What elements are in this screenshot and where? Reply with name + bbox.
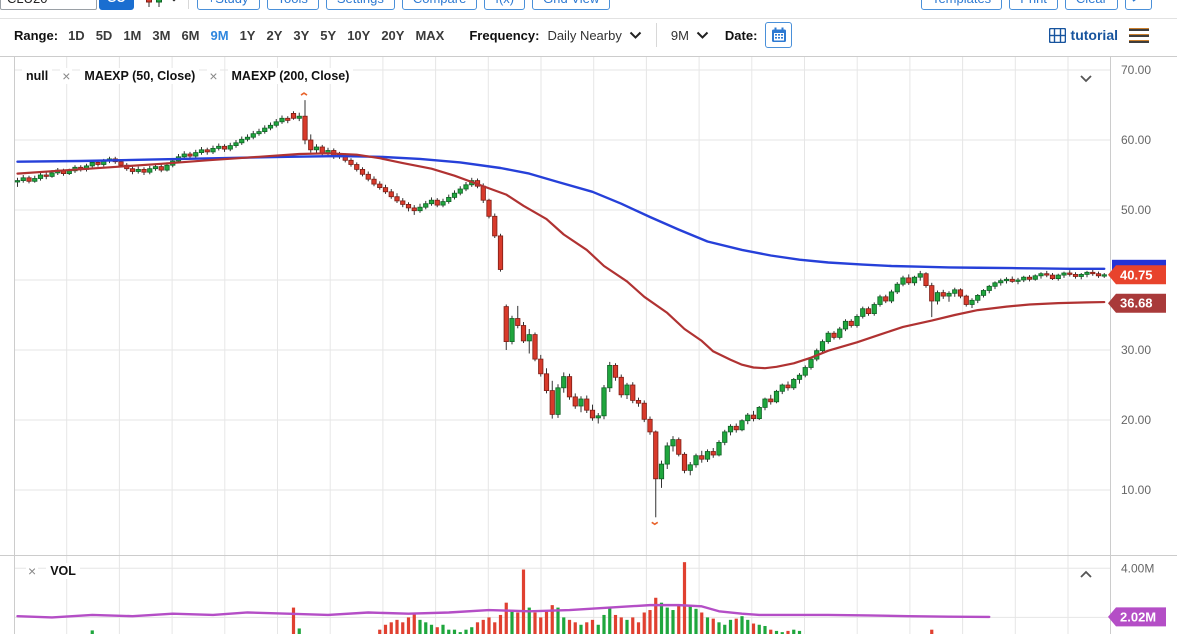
film-icon [1048, 27, 1066, 43]
frequency-value: Daily Nearby [547, 27, 622, 43]
range-option-5y[interactable]: 5Y [320, 27, 337, 43]
volume-ma-badge [1108, 607, 1166, 627]
frequency-label: Frequency: [469, 27, 540, 43]
range-option-1y[interactable]: 1Y [239, 27, 256, 43]
toolbar-button-compare[interactable]: Compare [401, 0, 478, 10]
candlestick-type-icon [145, 0, 162, 7]
toolbar-button-print[interactable]: Print [1009, 0, 1058, 10]
symbol-legend-label: null [22, 68, 53, 84]
toolbar-buttons: +Study Tools Settings Compare f(x) Grid View [196, 0, 618, 10]
study-legend-label-0: MAEXP (50, Close) [80, 68, 200, 84]
last-price-badge [1108, 265, 1166, 285]
range-option-3y[interactable]: 3Y [293, 27, 310, 43]
divider [655, 23, 657, 47]
toolbar-button-grid-view[interactable]: Grid View [532, 0, 611, 10]
period-dropdown[interactable]: 9M [671, 28, 709, 43]
range-option-1d[interactable]: 1D [68, 27, 85, 43]
high-marker [300, 92, 308, 96]
chevron-down-icon [696, 31, 709, 39]
range-option-max[interactable]: MAX [415, 27, 445, 43]
maexp-200-line [16, 154, 1106, 270]
range-option-1m[interactable]: 1M [123, 27, 142, 43]
tutorial-label: tutorial [1070, 27, 1118, 43]
maexp-50-line [16, 152, 1106, 370]
toolbar-right: Templates Print Clear [920, 0, 1177, 10]
price-axis-labels: 70.00 60.00 50.00 30.00 20.00 10.00 4.00M [1121, 63, 1154, 575]
hamburger-icon[interactable] [1127, 26, 1151, 45]
range-option-9m[interactable]: 9M [210, 27, 229, 43]
toolbar-right-buttons: Templates Print Clear [920, 0, 1125, 10]
go-button[interactable]: GO [99, 0, 134, 10]
range-items: 1D 5D 1M 3M 6M 9M 1Y 2Y 3Y 5Y 10Y 20Y MAX [68, 28, 455, 43]
svg-text:40.75: 40.75 [1120, 267, 1153, 282]
chevron-down-icon [629, 31, 642, 39]
expand-volume-panel-icon[interactable] [1079, 566, 1093, 584]
share-arrow-button[interactable] [1125, 0, 1152, 10]
tutorial-link[interactable]: tutorial [1048, 27, 1118, 43]
range-option-10y[interactable]: 10Y [347, 27, 371, 43]
close-vol-study-icon[interactable]: × [26, 563, 39, 579]
svg-text:2.02M: 2.02M [1120, 609, 1156, 624]
toolbar-button-templates[interactable]: Templates [920, 0, 1003, 10]
svg-text:36.68: 36.68 [1120, 296, 1153, 311]
vol-legend-label: VOL [46, 563, 80, 579]
frequency-dropdown[interactable]: Daily Nearby [547, 27, 642, 43]
svg-text:70.00: 70.00 [1121, 63, 1151, 77]
chevron-down-icon [172, 0, 176, 2]
volume-ma-line [16, 603, 991, 619]
date-picker-button[interactable] [765, 22, 793, 48]
chart-type-selector[interactable] [142, 0, 180, 7]
toolbar-button-clear[interactable]: Clear [1064, 0, 1118, 10]
range-option-20y[interactable]: 20Y [381, 27, 405, 43]
toolbar-button-settings[interactable]: Settings [325, 0, 395, 10]
main-legend: null × MAEXP (50, Close) × MAEXP (200, Clos… [22, 68, 354, 84]
close-study-icon-0[interactable]: × [60, 68, 73, 84]
toolbar-divider [187, 0, 189, 9]
toolbar-button--study[interactable]: +Study [196, 0, 260, 10]
range-bar: Range: 1D 5D 1M 3M 6M 9M 1Y 2Y 3Y 5Y 10Y 20Y MAX Fre… [14, 22, 1163, 48]
volume-bars-layer [90, 562, 934, 634]
panel-borders [0, 56, 1177, 634]
svg-text:4.00M: 4.00M [1121, 561, 1154, 575]
date-label: Date: [724, 27, 758, 43]
svg-text:50.00: 50.00 [1121, 203, 1151, 217]
svg-text:10.00: 10.00 [1121, 483, 1151, 497]
svg-text:60.00: 60.00 [1121, 133, 1151, 147]
toolbar-separator [0, 18, 1177, 19]
period-value: 9M [670, 27, 689, 43]
study-legend: × MAEXP (50, Close) × MAEXP (200, Close) [60, 68, 354, 84]
toolbar-button-f-x-[interactable]: f(x) [484, 0, 526, 10]
share-arrow-icon [1132, 0, 1136, 2]
collapse-main-panel-icon[interactable] [1079, 70, 1093, 88]
calendar-icon [771, 27, 786, 42]
symbol-input[interactable] [0, 0, 97, 10]
ma50-badge [1108, 293, 1166, 313]
grid-vertical-lines [66, 56, 1069, 634]
range-bar-right: tutorial [1048, 26, 1163, 45]
study-legend-label-1: MAEXP (200, Close) [227, 68, 354, 84]
main-toolbar: GO +Study Tools Settings Compare f(x) Grid Vi… [0, 0, 1177, 11]
range-option-6m[interactable]: 6M [181, 27, 200, 43]
range-option-2y[interactable]: 2Y [266, 27, 283, 43]
svg-text:20.00: 20.00 [1121, 413, 1151, 427]
volume-legend: × VOL [26, 563, 80, 579]
range-label: Range: [14, 27, 59, 43]
low-marker [651, 521, 659, 526]
range-option-3m[interactable]: 3M [152, 27, 171, 43]
range-option-5d[interactable]: 5D [95, 27, 113, 43]
close-study-icon-1[interactable]: × [207, 68, 220, 84]
grid-horizontal-lines [14, 69, 1110, 618]
toolbar-button-tools[interactable]: Tools [266, 0, 319, 10]
svg-text:30.00: 30.00 [1121, 343, 1151, 357]
